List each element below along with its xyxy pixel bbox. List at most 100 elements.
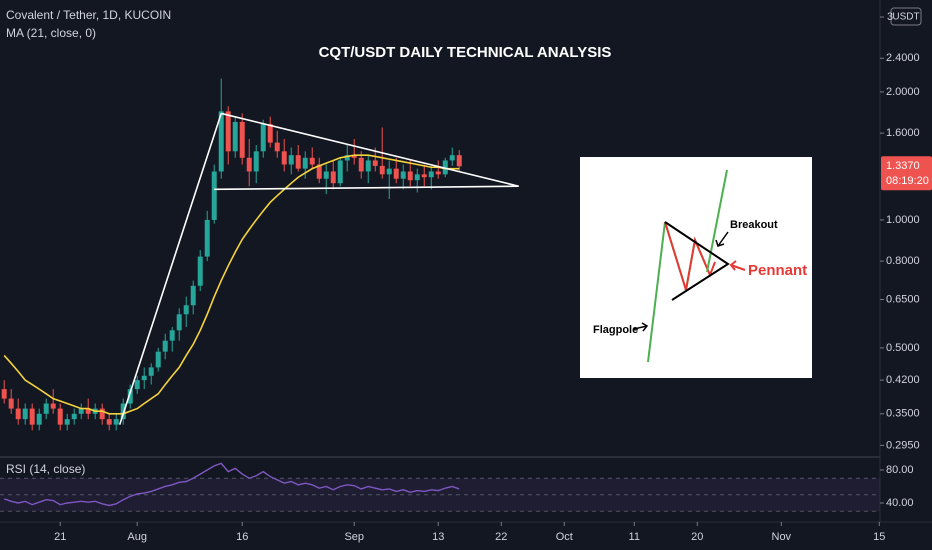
candle-body — [134, 380, 140, 390]
inset-arrow — [730, 264, 746, 271]
y-tick-label: 0.8000 — [886, 255, 920, 267]
x-tick-label: Oct — [556, 531, 573, 543]
y-tick-label: 0.6500 — [886, 293, 920, 305]
candle-body — [400, 171, 406, 179]
candle-body — [365, 160, 371, 172]
x-tick-label: 15 — [873, 531, 885, 543]
candle-body — [106, 419, 112, 425]
y-tick-label: 0.3500 — [886, 408, 920, 420]
y-tick-label: 1.0000 — [886, 214, 920, 226]
y-tick-label: 2.0000 — [886, 86, 920, 98]
y-tick-label: 80.00 — [886, 464, 914, 476]
candle-body — [190, 285, 196, 306]
candle-body — [85, 408, 91, 414]
candle-body — [1, 389, 7, 399]
candle-body — [428, 171, 434, 178]
y-tick-label: 2.4000 — [886, 52, 920, 64]
candle-body — [456, 155, 462, 167]
x-tick-label: 21 — [54, 531, 66, 543]
candle-body — [218, 111, 224, 172]
candle-body — [372, 160, 378, 166]
candle-body — [141, 375, 147, 381]
inset-pennant — [664, 221, 730, 301]
candle-body — [323, 171, 329, 179]
currency-label: USDT — [892, 12, 919, 23]
rsi-line — [3, 462, 460, 507]
candle-body — [197, 256, 203, 286]
candle-body — [344, 155, 350, 161]
candle-body — [288, 155, 294, 165]
x-tick-label: 20 — [691, 531, 703, 543]
ma-line — [3, 154, 460, 415]
inset-arrow-head — [641, 322, 649, 332]
candle-body — [232, 121, 238, 152]
candle-body — [337, 160, 343, 184]
candle-body — [162, 340, 168, 352]
candle-body — [29, 408, 35, 425]
symbol-legend: Covalent / Tether, 1D, KUCOIN — [6, 8, 171, 22]
candle-body — [435, 171, 441, 175]
y-tick-label: 40.00 — [886, 497, 914, 509]
candle-body — [379, 165, 385, 175]
candle-body — [225, 111, 231, 152]
pennant-inset: Breakout Pennant Flagpole — [580, 157, 812, 378]
candle-body — [8, 398, 14, 409]
candle-body — [204, 219, 210, 257]
candle-body — [50, 403, 56, 409]
candle-body — [267, 124, 273, 143]
candle-body — [330, 171, 336, 184]
candle-body — [155, 351, 161, 368]
trend-line — [221, 112, 519, 188]
candle-body — [316, 164, 322, 179]
candle-body — [442, 160, 448, 175]
candle-body — [36, 413, 42, 425]
countdown-label: 08:19:20 — [886, 175, 929, 187]
candle-body — [295, 155, 301, 169]
candle-body — [43, 403, 49, 414]
currency-badge — [890, 7, 922, 26]
candle-body — [127, 389, 133, 404]
candle-body — [414, 174, 420, 181]
candle-body — [274, 142, 280, 152]
y-tick-label: 0.4200 — [886, 374, 920, 386]
x-tick-label: 13 — [432, 531, 444, 543]
candle-body — [71, 413, 77, 420]
candle-body — [211, 171, 217, 220]
candle-body — [260, 124, 266, 152]
candle-body — [22, 408, 28, 420]
candle-body — [78, 408, 84, 414]
candle-body — [407, 171, 413, 181]
y-tick-label: 0.5000 — [886, 342, 920, 354]
candle-body — [253, 151, 259, 172]
candle-body — [169, 330, 175, 341]
inset-zigzag — [664, 221, 716, 291]
inset-label: Breakout — [730, 219, 778, 231]
inset-label: Flagpole — [593, 324, 638, 336]
last-price-label: 1.3370 — [886, 160, 920, 172]
x-tick-label: Nov — [772, 531, 792, 543]
candle-body — [351, 155, 357, 158]
candle-body — [239, 121, 245, 158]
y-tick-label: 3 — [887, 11, 893, 23]
inset-breakout-line — [706, 169, 728, 273]
x-tick-label: Sep — [344, 531, 364, 543]
candle-body — [15, 408, 21, 420]
candle-body — [358, 157, 364, 172]
candle-body — [120, 403, 126, 420]
candle-body — [57, 408, 63, 425]
candle-body — [449, 155, 455, 161]
y-tick-label: 1.6000 — [886, 127, 920, 139]
candle-body — [281, 151, 287, 165]
inset-background — [580, 157, 812, 378]
x-tick-label: Aug — [127, 531, 147, 543]
candle-body — [183, 305, 189, 315]
inset-label: Pennant — [748, 262, 807, 279]
candle-body — [393, 168, 399, 179]
trend-line — [118, 113, 222, 425]
candle-body — [246, 157, 252, 172]
candle-body — [113, 419, 119, 425]
last-price-tag — [881, 156, 932, 191]
candle-body — [309, 157, 315, 165]
